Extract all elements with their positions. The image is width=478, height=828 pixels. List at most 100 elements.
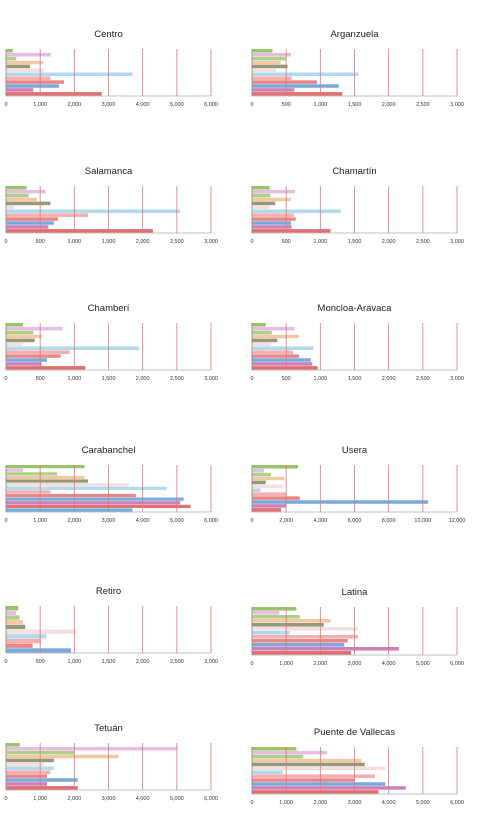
x-tick-label: 2,500 <box>416 376 430 382</box>
bar <box>252 472 271 477</box>
bar <box>252 221 291 225</box>
x-tick-label: 0 <box>4 518 7 524</box>
x-tick-label: 2,500 <box>170 239 184 245</box>
bar <box>252 72 359 77</box>
bar <box>6 754 119 759</box>
bar <box>252 76 292 80</box>
x-tick-label: 2,000 <box>313 800 327 806</box>
chart-panel: Carabanchel 0 1,000 2,000 3,000 4,000 5,000 6,0… <box>4 445 217 524</box>
bar <box>252 342 272 347</box>
x-tick-label: 2,000 <box>136 239 150 245</box>
bar <box>252 750 328 755</box>
x-tick-label: 0 <box>4 659 7 665</box>
x-tick-label: 0 <box>250 800 253 806</box>
bar <box>6 229 153 233</box>
x-tick-label: 1,500 <box>102 659 116 665</box>
chart-panel: Retiro 0 500 1,000 1,500 2,000 2,500 3,000 <box>4 586 217 665</box>
bar <box>6 486 167 490</box>
x-tick-label: 2,000 <box>382 376 396 382</box>
bar <box>6 49 13 53</box>
bar <box>6 610 17 615</box>
bar <box>252 747 297 751</box>
bar <box>6 497 184 501</box>
bar <box>252 639 348 643</box>
bar <box>6 762 44 767</box>
bar <box>6 197 37 202</box>
bar <box>252 465 299 469</box>
bar <box>252 49 273 53</box>
bar <box>6 493 136 498</box>
x-tick-label: 0 <box>250 102 253 108</box>
bar <box>252 484 283 489</box>
bar <box>6 60 44 65</box>
chart-title: Salamanca <box>85 166 133 177</box>
bar <box>252 480 266 485</box>
x-tick-label: 0 <box>4 102 7 108</box>
bar <box>252 68 276 73</box>
x-tick-label: 5,000 <box>170 102 184 108</box>
bar <box>6 342 24 347</box>
bar <box>252 476 285 481</box>
bar <box>6 323 24 327</box>
x-tick-label: 1,500 <box>348 102 362 108</box>
bar <box>252 64 288 69</box>
bar <box>6 68 44 73</box>
x-tick-label: 6,000 <box>204 102 218 108</box>
bar <box>6 606 19 611</box>
x-tick-label: 2,000 <box>279 518 293 524</box>
bar <box>6 472 58 476</box>
x-tick-label: 3,000 <box>348 661 362 667</box>
x-tick-label: 6,000 <box>450 661 464 667</box>
chart-panel: Usera 0 2,000 4,000 6,000 8,000 10,000 12,000 <box>250 445 465 524</box>
chart-title: Moncloa-Aravaca <box>318 303 393 314</box>
x-tick-label: 4,000 <box>382 800 396 806</box>
bar <box>6 479 88 483</box>
bar <box>6 643 33 648</box>
x-tick-label: 4,000 <box>136 518 150 524</box>
bar <box>6 350 70 354</box>
x-tick-label: 5,000 <box>170 796 184 802</box>
bar <box>252 774 375 778</box>
bar <box>6 638 41 644</box>
x-tick-label: 4,000 <box>136 796 150 802</box>
chart-title: Chamartín <box>332 166 376 177</box>
x-tick-label: 2,500 <box>416 102 430 108</box>
chart-title: Puente de Vallecas <box>314 727 395 738</box>
bar <box>252 766 386 771</box>
chart-panel: Moncloa-Aravaca 0 500 1,000 1,500 2,000 2,500 3… <box>250 303 463 382</box>
bar <box>252 623 324 627</box>
bar <box>252 225 292 229</box>
bar <box>6 186 27 190</box>
chart-panel: Latina 0 1,000 2,000 3,000 4,000 5,000 6,000 <box>250 587 463 667</box>
bar <box>6 778 78 782</box>
chart-title: Chamberí <box>88 303 130 314</box>
bar <box>252 770 283 775</box>
bar <box>6 746 177 751</box>
chart-title: Centro <box>94 29 123 40</box>
x-tick-label: 0 <box>250 376 253 382</box>
x-tick-label: 1,000 <box>279 661 293 667</box>
bar <box>252 778 355 782</box>
x-tick-label: 2,500 <box>170 376 184 382</box>
x-tick-label: 1,500 <box>348 376 362 382</box>
x-tick-label: 0 <box>4 796 7 802</box>
x-tick-label: 6,000 <box>348 518 362 524</box>
x-tick-label: 1,000 <box>67 659 81 665</box>
bar <box>6 490 51 494</box>
x-tick-label: 3,000 <box>204 376 218 382</box>
bar <box>6 193 29 198</box>
bar <box>252 504 287 508</box>
x-tick-label: 3,000 <box>450 102 464 108</box>
bar <box>252 611 280 615</box>
bar <box>252 500 428 504</box>
bar <box>6 334 43 339</box>
x-tick-label: 0 <box>250 239 253 245</box>
bar <box>6 634 47 639</box>
bar <box>6 346 140 351</box>
x-tick-label: 1,000 <box>313 239 327 245</box>
x-tick-label: 500 <box>36 376 45 382</box>
bar <box>252 84 339 88</box>
x-tick-label: 2,000 <box>382 239 396 245</box>
x-tick-label: 3,000 <box>102 796 116 802</box>
